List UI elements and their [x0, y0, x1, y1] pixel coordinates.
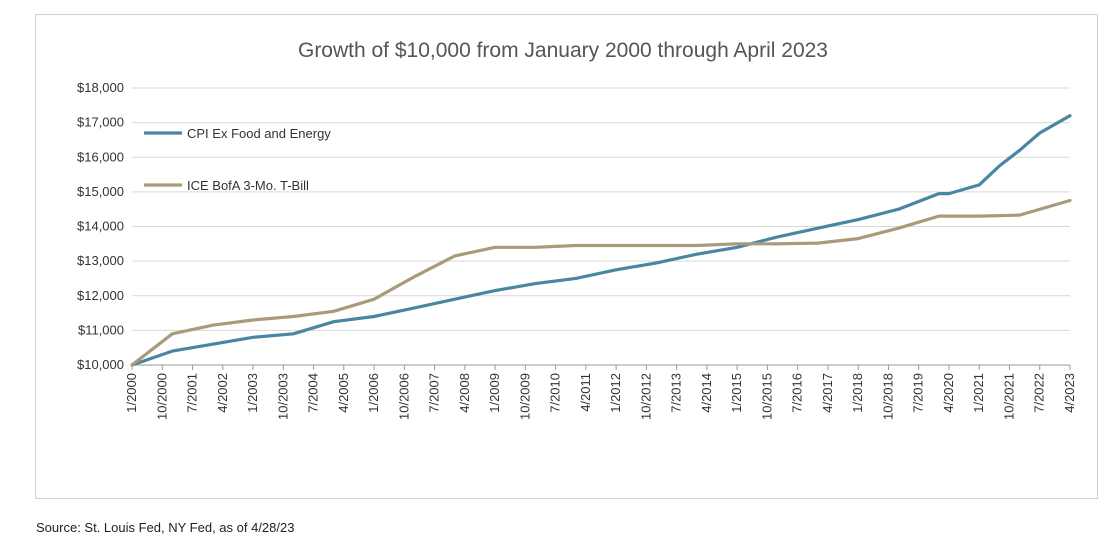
chart-title: Growth of $10,000 from January 2000 thro…: [298, 39, 828, 62]
y-tick-label: $14,000: [77, 219, 124, 234]
x-tick-label: 10/2012: [638, 373, 653, 420]
x-tick-label: 4/2011: [578, 373, 593, 412]
x-tick-label: 7/2022: [1032, 373, 1047, 413]
x-tick-label: 1/2003: [245, 373, 260, 413]
x-tick-label: 1/2021: [971, 373, 986, 413]
x-tick-label: 10/2000: [154, 373, 169, 420]
chart-frame: Growth of $10,000 from January 2000 thro…: [35, 14, 1098, 499]
x-tick-label: 10/2015: [759, 373, 774, 420]
x-tick-label: 7/2004: [306, 373, 321, 413]
x-tick-label: 7/2019: [911, 373, 926, 413]
y-tick-label: $18,000: [77, 80, 124, 95]
series-line: [130, 198, 1072, 367]
y-tick-label: $10,000: [77, 357, 124, 372]
x-tick-label: 4/2017: [820, 373, 835, 413]
line-chart: Growth of $10,000 from January 2000 thro…: [77, 39, 1077, 420]
x-tick-label: 7/2010: [548, 373, 563, 413]
legend: CPI Ex Food and Energy ICE BofA 3-Mo. T-B…: [144, 126, 331, 193]
x-tick-label: 10/2009: [517, 373, 532, 420]
series-lines: [130, 114, 1072, 367]
x-tick-label: 1/2000: [124, 373, 139, 413]
legend-label: CPI Ex Food and Energy: [187, 126, 331, 141]
y-tick-label: $15,000: [77, 184, 124, 199]
x-tick-label: 1/2006: [366, 373, 381, 413]
x-tick-label: 4/2002: [215, 373, 230, 413]
x-tick-label: 10/2003: [275, 373, 290, 420]
x-tick-label: 4/2005: [336, 373, 351, 413]
x-tick-label: 1/2015: [729, 373, 744, 413]
x-tick-label: 4/2023: [1062, 373, 1077, 413]
legend-label: ICE BofA 3-Mo. T-Bill: [187, 178, 309, 193]
series-line: [130, 114, 1072, 367]
x-tick-label: 1/2018: [850, 373, 865, 413]
x-tick-label: 10/2018: [880, 373, 895, 420]
x-tick-label: 4/2008: [457, 373, 472, 413]
x-tick-label: 10/2006: [396, 373, 411, 420]
x-tick-label: 4/2014: [699, 373, 714, 413]
x-tick-label: 7/2013: [669, 373, 684, 413]
source-note: Source: St. Louis Fed, NY Fed, as of 4/2…: [36, 520, 295, 535]
y-tick-label: $16,000: [77, 149, 124, 164]
y-tick-label: $12,000: [77, 288, 124, 303]
x-tick-label: 4/2020: [941, 373, 956, 413]
x-tick-label: 1/2012: [608, 373, 623, 413]
y-axis: $10,000 $11,000 $12,000 $13,000 $14,000 $15,0…: [77, 80, 124, 372]
x-axis: 1/2000 10/2000 7/2001 4/2002 1/2003 10/2003 7/…: [124, 364, 1077, 420]
gridlines: [132, 87, 1070, 366]
y-tick-label: $11,000: [78, 322, 124, 337]
x-tick-label: 7/2016: [790, 373, 805, 413]
x-tick-label: 7/2001: [185, 373, 200, 413]
x-tick-label: 7/2007: [427, 373, 442, 413]
x-tick-label: 1/2009: [487, 373, 502, 413]
y-tick-label: $17,000: [77, 115, 124, 130]
x-tick-label: 10/2021: [1001, 373, 1016, 420]
y-tick-label: $13,000: [77, 253, 124, 268]
